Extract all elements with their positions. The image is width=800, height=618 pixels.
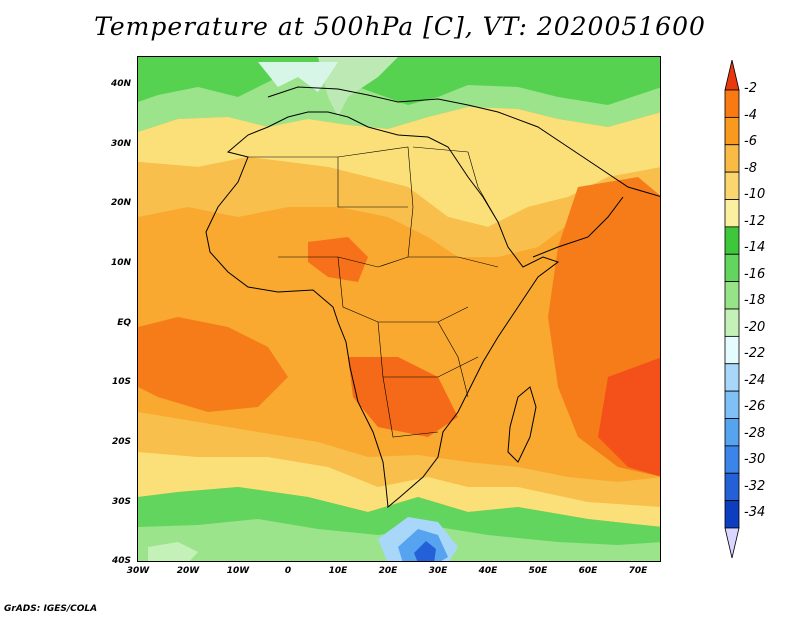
colorbar-box — [724, 253, 740, 283]
field-southwest-pale — [148, 542, 198, 561]
lon-label-30w: 30W — [126, 566, 150, 576]
colorbar-box — [724, 445, 740, 474]
credit-text: GrADS: IGES/COLA — [4, 604, 98, 614]
colorbar-label: -14 — [744, 240, 766, 255]
madagascar-coastline — [507, 386, 537, 463]
colorbar-label: -30 — [744, 452, 766, 467]
lat-label-20n: 20N — [110, 198, 131, 208]
colorbar — [724, 60, 740, 558]
border-4 — [278, 256, 499, 268]
colorbar-box — [724, 418, 740, 447]
colorbar-label: -4 — [744, 108, 757, 123]
colorbar-label: -28 — [744, 426, 766, 441]
arabia-coastline — [532, 196, 624, 258]
colorbar-box — [724, 144, 740, 173]
field-iberia-pale — [258, 62, 338, 92]
colorbar-box — [724, 308, 740, 337]
colorbar-label: -8 — [744, 161, 757, 176]
colorbar-label: -2 — [744, 81, 757, 96]
chart-title: Temperature at 500hPa [C], VT: 202005160… — [94, 12, 706, 41]
field-south-yellow — [138, 452, 660, 527]
colorbar-label: -18 — [744, 293, 766, 308]
field-north-yellow — [138, 107, 660, 227]
colorbar-box — [724, 89, 740, 118]
border-3 — [412, 146, 499, 223]
field-indian-ocean-hot — [598, 357, 660, 477]
eurasia-coastline — [267, 86, 660, 197]
colorbar-box — [724, 116, 740, 146]
colorbar-box — [724, 363, 740, 392]
lon-label-10e: 10E — [328, 566, 348, 576]
colorbar-label: -26 — [744, 399, 766, 414]
lon-label-50e: 50E — [528, 566, 548, 576]
lon-label-10w: 10W — [226, 566, 250, 576]
lon-label-20w: 20W — [176, 566, 200, 576]
coastlines — [205, 86, 660, 508]
colorbar-box — [724, 171, 740, 200]
colorbar-box — [724, 335, 740, 365]
lon-label-70e: 70E — [628, 566, 648, 576]
lat-label-30s: 30S — [111, 497, 131, 507]
colorbar-box — [724, 390, 740, 419]
colorbar-box — [724, 226, 740, 255]
colorbar-label: -6 — [744, 134, 757, 149]
lon-label-30e: 30E — [428, 566, 448, 576]
colorbar-label: -34 — [744, 505, 766, 520]
colorbar-label: -22 — [744, 346, 766, 361]
colorbar-top-arrow — [724, 60, 740, 91]
lat-label-10n: 10N — [110, 258, 131, 268]
colorbar-bottom-arrow — [724, 527, 740, 558]
country-borders — [248, 146, 499, 438]
colorbar-label: -32 — [744, 479, 766, 494]
border-7 — [382, 376, 439, 438]
colorbar-box — [724, 472, 740, 502]
field-mediterranean-pale — [318, 57, 398, 117]
colorbar-label: -24 — [744, 373, 766, 388]
border-1 — [248, 156, 408, 208]
border-6 — [377, 321, 479, 378]
lon-label-40e: 40E — [478, 566, 498, 576]
temperature-map — [137, 56, 661, 562]
colorbar-label: -16 — [744, 267, 766, 282]
colorbar-label: -12 — [744, 214, 766, 229]
border-2 — [337, 146, 414, 258]
colorbar-label: -20 — [744, 320, 766, 335]
lat-label-40n: 40N — [110, 79, 131, 89]
colorbar-box — [724, 281, 740, 310]
field-atlantic-warm — [138, 317, 288, 412]
colorbar-boxes — [724, 60, 740, 558]
lat-label-30n: 30N — [110, 139, 131, 149]
lat-label-eq: EQ — [117, 318, 131, 328]
colorbar-box — [724, 199, 740, 228]
temperature-field — [138, 57, 660, 561]
lon-label-20e: 20E — [378, 566, 398, 576]
africa-coastline — [205, 111, 560, 508]
field-south-light-orange — [138, 412, 660, 507]
lon-label-0: 0 — [284, 566, 292, 576]
field-south-coldest — [414, 541, 436, 561]
lat-label-20s: 20S — [111, 437, 131, 447]
colorbar-box — [724, 500, 740, 529]
colorbar-label: -10 — [744, 187, 766, 202]
lon-label-60e: 60E — [578, 566, 598, 576]
lat-label-10s: 10S — [111, 377, 131, 387]
lat-label-40s: 40S — [111, 556, 131, 566]
border-8 — [437, 321, 469, 398]
